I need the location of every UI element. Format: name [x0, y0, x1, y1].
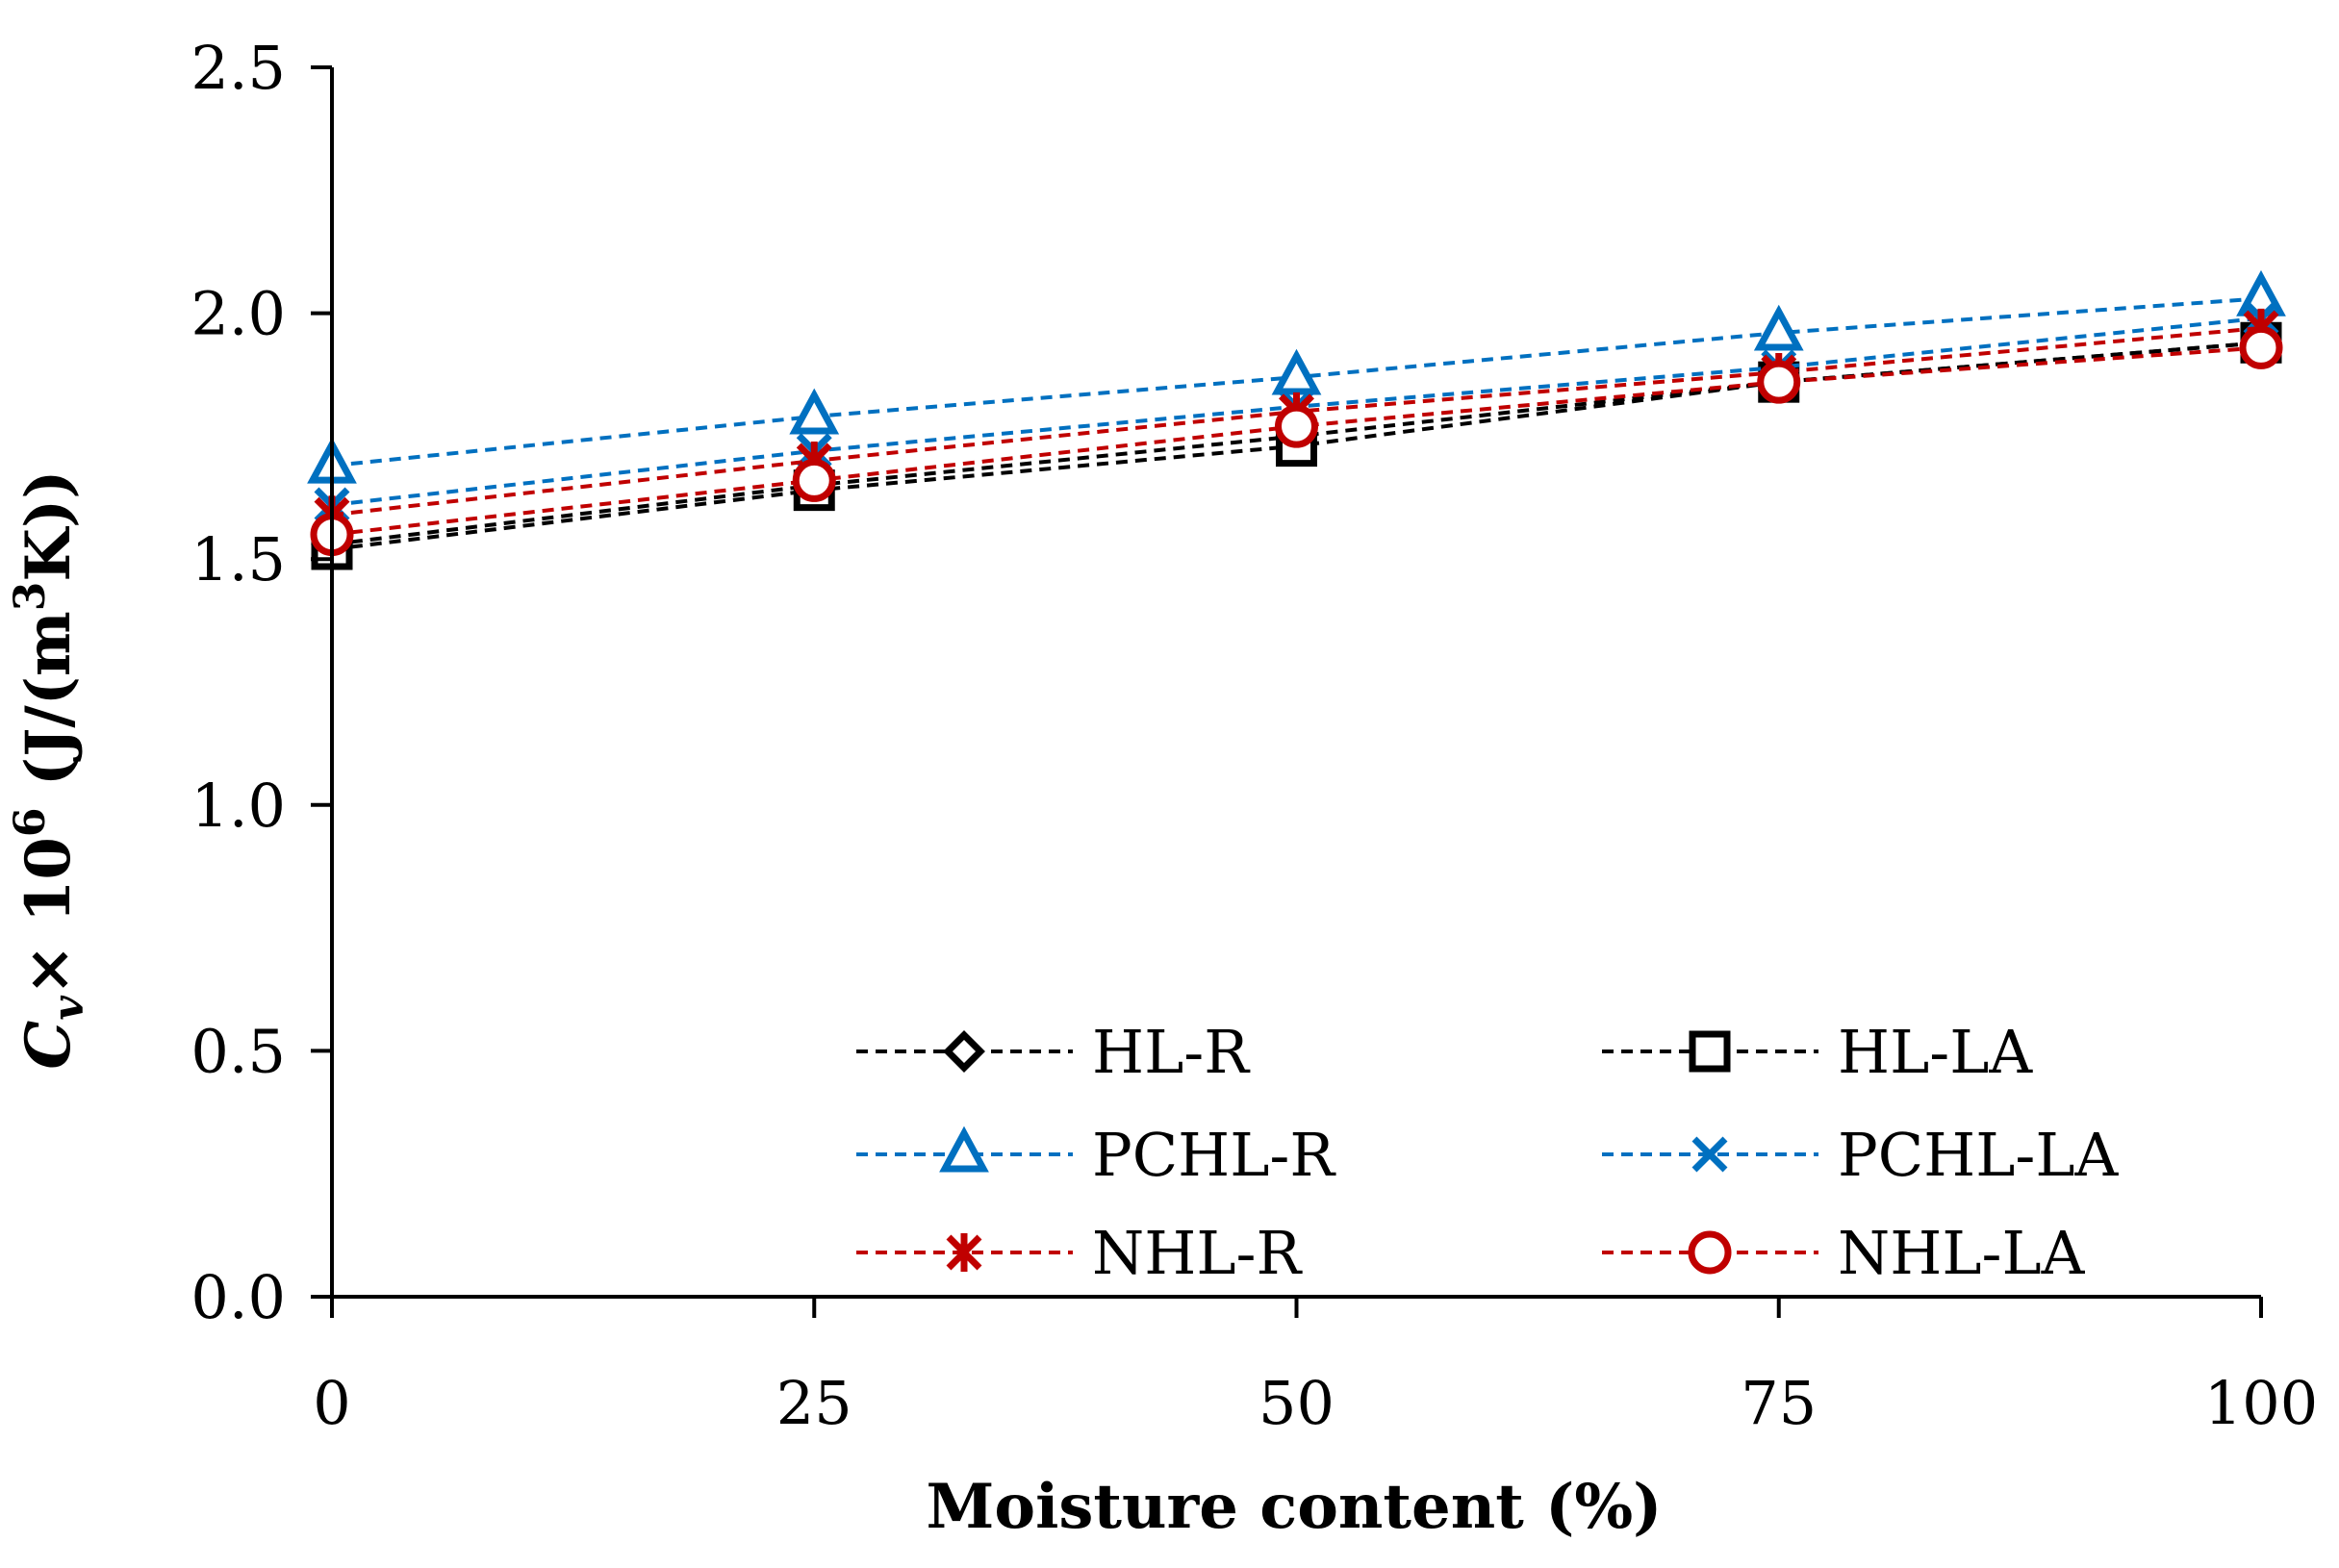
legend-marker	[946, 1233, 982, 1272]
x-tick-label: 75	[1741, 1368, 1817, 1438]
legend-marker	[943, 1030, 985, 1073]
data-point	[1271, 348, 1322, 395]
y-axis-subscript: v	[44, 996, 93, 1021]
legend-label: NHL-R	[1092, 1218, 1303, 1288]
circle-marker	[1275, 404, 1318, 448]
legend-marker	[1691, 1136, 1728, 1173]
legend-marker	[939, 1125, 989, 1173]
y-axis-unit-close: K))	[13, 469, 85, 581]
data-point	[1757, 360, 1801, 404]
triangle-marker	[1753, 304, 1804, 351]
legend-item-pchl-la: PCHL-LA	[1602, 1120, 2120, 1190]
legend-label: NHL-LA	[1838, 1218, 2086, 1288]
circle-marker	[1688, 1230, 1732, 1275]
y-axis-unit-exponent: 3	[6, 582, 55, 612]
x-tick-label: 100	[2204, 1368, 2318, 1438]
y-tick-label: 1.5	[191, 524, 286, 594]
legend-label: HL-R	[1092, 1017, 1251, 1087]
data-point	[789, 388, 840, 435]
x-marker	[1691, 1136, 1728, 1173]
circle-marker	[1757, 360, 1801, 404]
legend-label: HL-LA	[1838, 1017, 2033, 1087]
legend-label: PCHL-R	[1092, 1120, 1336, 1190]
y-tick-label: 2.0	[191, 279, 286, 349]
legend-item-hl-la: HL-LA	[1602, 1017, 2033, 1087]
y-axis-unit-open: (J/(m	[13, 611, 85, 807]
triangle-marker	[939, 1125, 989, 1173]
legend-item-pchl-r: PCHL-R	[856, 1120, 1336, 1190]
triangle-marker	[1271, 348, 1322, 395]
data-point	[792, 458, 836, 502]
data-point	[1275, 404, 1318, 448]
x-axis-title: Moisture content (%)	[927, 1471, 1663, 1543]
y-axis-symbol: C	[13, 1021, 85, 1070]
square-marker	[1689, 1030, 1731, 1073]
y-tick-label: 0.5	[191, 1016, 286, 1086]
y-tick-label: 0.0	[191, 1262, 286, 1332]
y-tick-label: 2.5	[191, 33, 286, 103]
legend: HL-R HL-LA PCHL-R PCHL-LA NHL-R NHL-LA	[856, 1017, 2120, 1288]
series-layer	[307, 269, 2286, 570]
y-axis-multiplier: × 10	[13, 837, 85, 996]
triangle-marker	[789, 388, 840, 435]
y-axis-title: Cv× 106 (J/(m3K))	[6, 469, 93, 1069]
asterisk-marker	[946, 1233, 982, 1272]
legend-label: PCHL-LA	[1838, 1120, 2120, 1190]
circle-marker	[792, 458, 836, 502]
data-point	[2239, 325, 2283, 369]
legend-item-hl-r: HL-R	[856, 1017, 1251, 1087]
legend-item-nhl-r: NHL-R	[856, 1218, 1303, 1288]
diamond-marker	[943, 1030, 985, 1073]
legend-marker	[1689, 1030, 1731, 1073]
y-tick-label: 1.0	[191, 771, 286, 841]
legend-item-nhl-la: NHL-LA	[1602, 1218, 2086, 1288]
x-tick-label: 25	[776, 1368, 852, 1438]
x-tick-label: 50	[1258, 1368, 1335, 1438]
y-axis-exponent: 6	[6, 807, 55, 837]
x-tick-label: 0	[313, 1368, 350, 1438]
data-point	[1753, 304, 1804, 351]
legend-marker	[1688, 1230, 1732, 1275]
circle-marker	[2239, 325, 2283, 369]
axes-layer: 0.0 0.5 1.0 1.5 2.0 2.5 0 25 50 75 100	[191, 33, 2318, 1438]
